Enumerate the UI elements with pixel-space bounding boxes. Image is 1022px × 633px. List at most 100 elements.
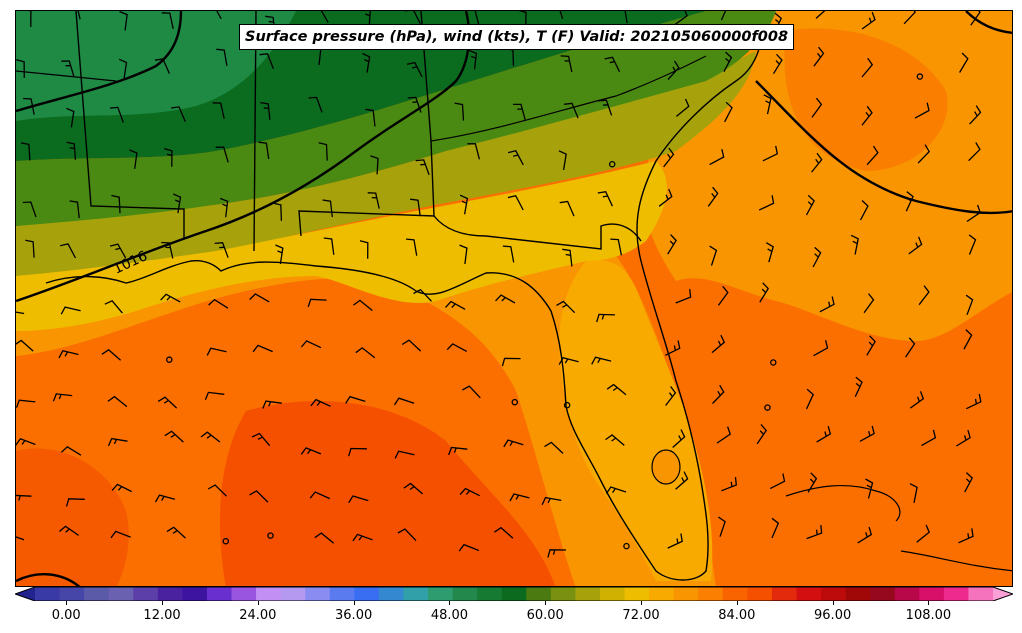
wind-barb: [262, 400, 282, 409]
wind-barb: [707, 186, 719, 207]
wind-barb: [667, 234, 677, 255]
wind-barb: [362, 52, 371, 73]
colorbar-segment: [722, 587, 748, 601]
colorbar-segment: [747, 587, 773, 601]
border-ar-la: [16, 70, 117, 82]
wind-barb: [403, 482, 424, 495]
wind-barb: [405, 11, 421, 24]
wind-barb: [406, 61, 423, 78]
wind-barb: [807, 472, 818, 493]
wind-barb: [161, 12, 174, 29]
wind-barb: [110, 530, 131, 539]
wind-barb: [77, 11, 81, 20]
calm-wind-circle: [916, 73, 924, 80]
wind-barb: [415, 159, 430, 176]
wind-barb: [905, 337, 916, 358]
wind-barb: [20, 142, 31, 161]
wind-barb: [251, 432, 271, 447]
wind-barb: [474, 11, 480, 26]
wind-barb: [260, 101, 271, 120]
wind-barb: [104, 300, 123, 314]
wind-barb: [160, 293, 181, 303]
wind-barb: [272, 202, 283, 221]
calm-wind-circle: [222, 537, 230, 545]
wind-barb: [109, 106, 124, 123]
wind-barb: [564, 102, 579, 119]
wind-barb: [558, 150, 567, 171]
wind-barb: [352, 533, 373, 542]
wind-barb: [709, 245, 718, 266]
calm-wind-circle: [770, 359, 777, 366]
wind-barb: [816, 426, 832, 443]
wind-barb: [763, 94, 772, 115]
wind-barb: [908, 236, 923, 255]
coastline: [45, 40, 762, 581]
wind-barb: [413, 288, 432, 302]
wind-barb: [370, 155, 379, 175]
map-panel: 1016 Surface pressure (hPa), wind (kts),…: [15, 10, 1013, 587]
wind-barb: [23, 97, 35, 115]
wind-barb: [258, 141, 270, 160]
wind-barb: [410, 198, 421, 217]
wind-barb: [458, 543, 480, 552]
isobar: [16, 573, 81, 586]
wind-barb: [861, 105, 873, 126]
calm-wind-circle: [563, 401, 571, 409]
wind-barb: [909, 483, 918, 504]
wind-barb: [721, 477, 737, 492]
calm-wind-circle: [511, 398, 519, 406]
wind-barb: [559, 11, 564, 19]
wind-barb: [323, 237, 335, 255]
colorbar-tick-mark: [66, 601, 68, 605]
wind-barb: [307, 298, 327, 308]
colorbar-segment: [354, 587, 380, 601]
wind-barb: [348, 447, 367, 457]
wind-barb: [66, 141, 77, 160]
wind-barb: [212, 102, 225, 119]
florida-peninsula-temp: [559, 260, 713, 581]
wind-barb: [157, 396, 178, 409]
wind-barb: [318, 142, 328, 161]
wind-barb: [348, 495, 369, 504]
wind-barb: [624, 11, 628, 24]
colorbar-segment: [821, 587, 847, 601]
wind-barb: [812, 246, 822, 268]
wind-barb: [813, 46, 825, 67]
colorbar-segment: [403, 587, 429, 601]
wind-barb: [107, 395, 128, 408]
wind-barb: [111, 483, 132, 493]
wind-barb: [667, 533, 683, 549]
wind-barb: [606, 383, 627, 396]
wind-barb: [762, 145, 779, 162]
wind-barb: [597, 190, 613, 207]
wind-barb: [718, 516, 726, 537]
wind-barb: [309, 491, 331, 500]
wind-barb: [717, 285, 729, 306]
colorbar-segment: [698, 587, 724, 601]
temp-field-hottest-gulf: [220, 401, 556, 586]
wind-barb: [467, 143, 481, 160]
wind-barb: [605, 486, 627, 495]
wind-barb: [495, 294, 516, 304]
wind-barb: [206, 347, 227, 356]
wind-barb: [397, 528, 417, 542]
wind-barb: [355, 347, 376, 359]
wind-barb: [173, 193, 182, 214]
wind-barb: [359, 240, 369, 259]
colorbar-segment: [968, 587, 994, 601]
wind-barb: [58, 525, 79, 536]
colorbar-segment: [870, 587, 896, 601]
isobar: [755, 80, 1012, 215]
wind-barb: [865, 478, 874, 499]
wind-barb: [216, 48, 228, 66]
wind-barb: [322, 199, 333, 218]
wind-barb: [154, 494, 176, 503]
wind-barb: [394, 450, 415, 459]
colorbar-segment: [280, 587, 306, 601]
wind-barb: [365, 108, 376, 127]
isobar: [16, 11, 183, 113]
colorbar-tick-label: 48.00: [430, 608, 469, 623]
wind-barb: [863, 293, 875, 314]
colorbar: [15, 587, 1013, 601]
wind-barb: [559, 200, 575, 217]
